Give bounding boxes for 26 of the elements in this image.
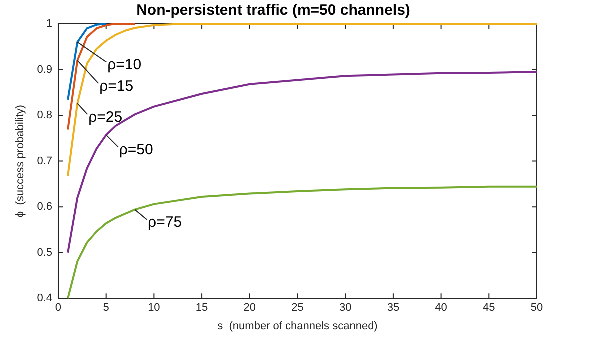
y-axis-title: ϕ (success probability) <box>14 105 27 218</box>
annotation: ρ=25 <box>88 108 123 126</box>
x-axis-title: s (number of channels scanned) <box>218 320 378 332</box>
x-tick-label: 15 <box>196 302 208 314</box>
x-tick-label: 10 <box>148 302 160 314</box>
annotation: ρ=50 <box>119 141 154 158</box>
chart-title: Non-persistent traffic (m=50 channels) <box>136 2 410 20</box>
x-tick-label: 45 <box>483 302 496 314</box>
x-tick-label: 25 <box>292 302 304 314</box>
y-tick-label: 0.5 <box>37 246 52 259</box>
annotation: ρ=15 <box>100 78 134 95</box>
x-tick-label: 0 <box>55 302 62 314</box>
y-tick-label: 0.4 <box>37 292 52 305</box>
x-tick-label: 40 <box>435 302 448 314</box>
y-tick-label: 0.6 <box>37 201 52 214</box>
x-tick-label: 5 <box>103 302 110 314</box>
y-tick-label: 0.7 <box>37 155 52 168</box>
annotation: ρ=10 <box>108 56 142 74</box>
y-tick-label: 0.9 <box>37 64 52 76</box>
x-tick-label: 50 <box>530 302 544 314</box>
annotation: ρ=75 <box>148 214 182 231</box>
x-tick-label: 20 <box>244 302 256 314</box>
y-tick-label: 1 <box>46 18 52 30</box>
x-tick-label: 30 <box>339 302 352 314</box>
x-tick-label: 35 <box>387 302 400 314</box>
y-tick-label: 0.8 <box>37 110 52 122</box>
